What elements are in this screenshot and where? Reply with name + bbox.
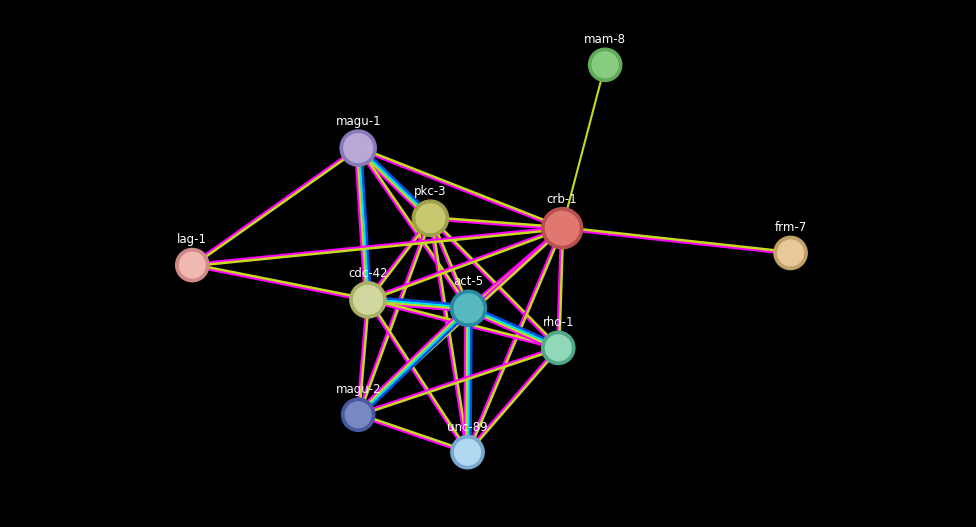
Text: unc-89: unc-89	[447, 421, 488, 434]
Text: cdc-42: cdc-42	[348, 267, 387, 280]
Circle shape	[450, 290, 487, 326]
Circle shape	[340, 130, 377, 166]
Circle shape	[342, 398, 375, 432]
Circle shape	[453, 292, 484, 325]
Circle shape	[542, 208, 583, 249]
Text: magu-2: magu-2	[336, 383, 381, 396]
Text: magu-1: magu-1	[336, 115, 381, 128]
Circle shape	[774, 236, 807, 270]
Circle shape	[414, 202, 447, 235]
Circle shape	[343, 132, 375, 164]
Circle shape	[544, 333, 573, 363]
Text: rho-1: rho-1	[543, 316, 574, 329]
Text: mam-8: mam-8	[584, 33, 627, 46]
Text: act-5: act-5	[454, 275, 483, 288]
Text: crb-1: crb-1	[547, 193, 578, 206]
Text: frm-7: frm-7	[774, 221, 807, 235]
Circle shape	[451, 435, 484, 469]
Circle shape	[544, 210, 581, 247]
Circle shape	[590, 50, 620, 80]
Text: lag-1: lag-1	[178, 233, 207, 247]
Circle shape	[412, 200, 449, 236]
Circle shape	[542, 331, 575, 365]
Text: pkc-3: pkc-3	[414, 185, 447, 198]
Circle shape	[776, 238, 805, 268]
Circle shape	[176, 248, 209, 282]
Circle shape	[589, 48, 622, 82]
Circle shape	[178, 250, 207, 280]
Circle shape	[349, 282, 386, 318]
Circle shape	[453, 437, 482, 467]
Circle shape	[352, 284, 385, 316]
Circle shape	[344, 400, 373, 430]
